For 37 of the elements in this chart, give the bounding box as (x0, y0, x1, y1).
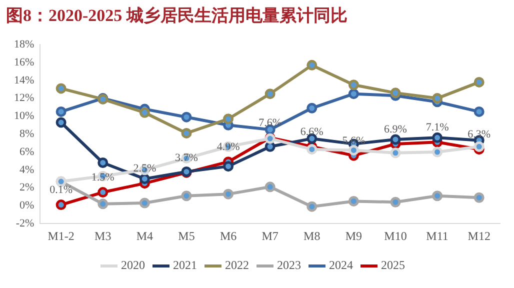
legend-label: 2025 (381, 258, 405, 272)
x-tick-label: M8 (304, 228, 320, 243)
y-tick-label: 16% (14, 56, 34, 68)
x-tick-label: M1-2 (48, 228, 74, 243)
y-tick-label: 8% (19, 128, 34, 140)
legend-label: 2021 (173, 258, 197, 272)
x-tick-label: M3 (94, 228, 112, 243)
data-label: 0.1% (50, 184, 73, 196)
y-tick-label: 14% (14, 74, 34, 86)
legend-label: 2022 (225, 258, 249, 272)
x-tick-label: M9 (345, 228, 362, 243)
legend-label: 2020 (121, 258, 145, 272)
y-tick-label: 10% (14, 110, 34, 122)
data-label: 6.3% (468, 128, 491, 141)
legend-label: 2024 (329, 258, 353, 272)
x-tick-label: M11 (426, 228, 448, 243)
y-tick-label: 6% (19, 146, 34, 158)
data-label: 7.1% (426, 122, 449, 134)
data-label: 1.5% (91, 172, 114, 184)
x-tick-label: M10 (384, 228, 407, 243)
data-label: 6.6% (300, 126, 324, 138)
y-tick-label: 2% (19, 182, 34, 194)
y-tick-label: 12% (14, 92, 34, 104)
y-tick-label: 0% (19, 200, 34, 212)
x-tick-label: M7 (262, 228, 278, 243)
data-label: 5.6% (342, 134, 366, 147)
data-label: 6.9% (384, 123, 407, 136)
y-tick-label: -2% (16, 217, 34, 230)
chart-title: 图8：2020-2025 城乡居民生活用电量累计同比 (6, 5, 348, 27)
x-tick-label: M5 (178, 228, 195, 243)
legend-label: 2023 (277, 258, 301, 272)
x-tick-label: M4 (136, 228, 154, 243)
data-label: 4.9% (216, 141, 240, 154)
y-tick-label: 4% (19, 164, 34, 176)
x-tick-label: M6 (220, 228, 237, 243)
x-tick-label: M12 (468, 228, 490, 243)
y-tick-label: 18% (14, 38, 34, 50)
